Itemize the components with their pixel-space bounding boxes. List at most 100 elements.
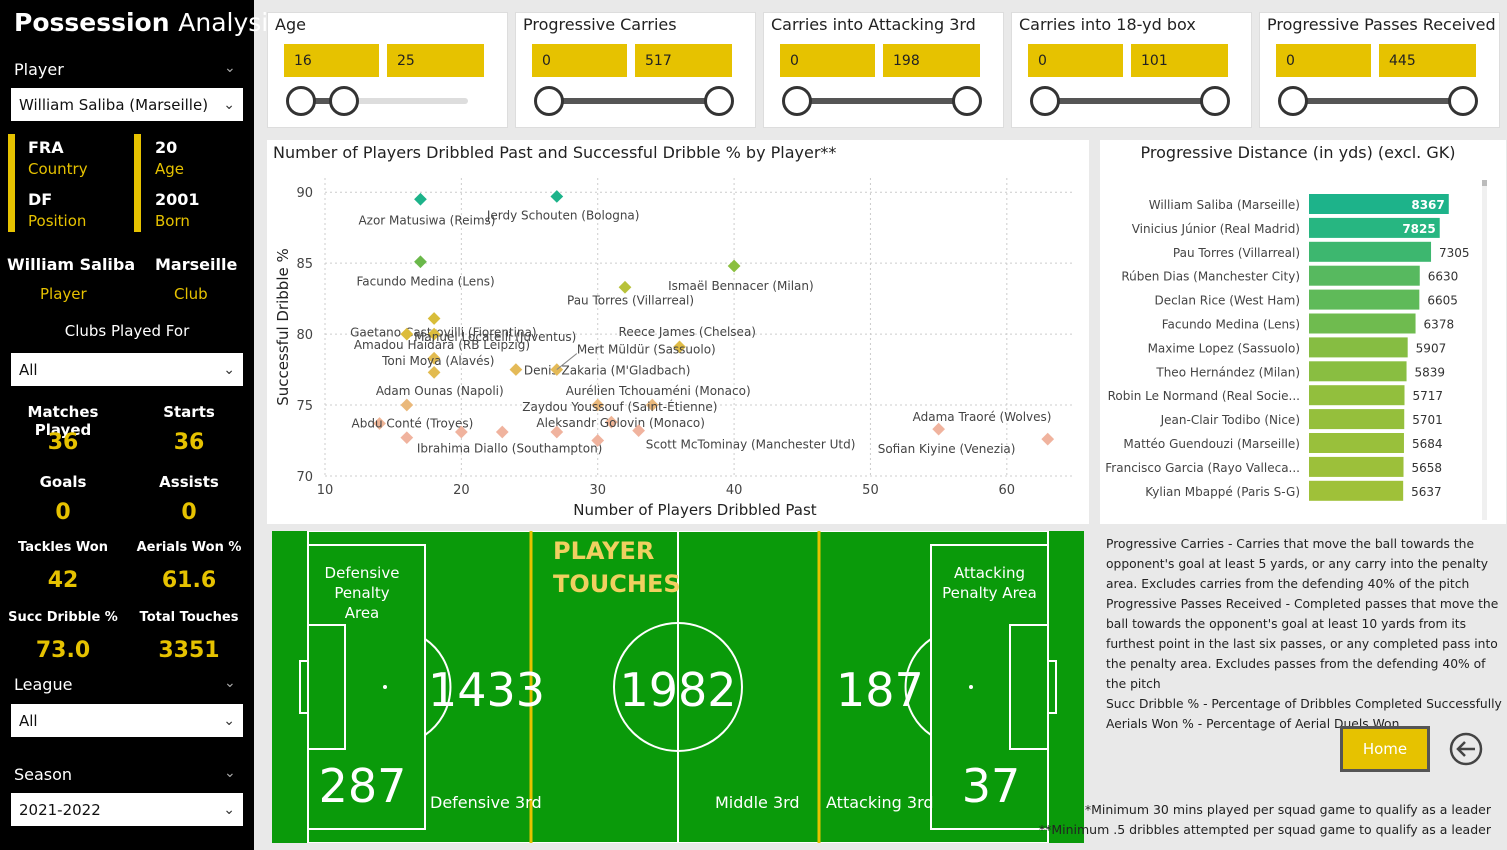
slicer-max-input[interactable]: 445 <box>1379 44 1476 77</box>
home-button[interactable]: Home <box>1340 726 1430 772</box>
chevron-down-icon: ⌄ <box>223 96 235 113</box>
slicer-min-input[interactable]: 0 <box>1028 44 1123 77</box>
bar <box>1309 456 1404 477</box>
x-tick-label: 30 <box>589 483 606 498</box>
slicer-max-handle[interactable] <box>1448 86 1478 116</box>
slicer-min-input[interactable]: 0 <box>780 44 875 77</box>
bar <box>1309 265 1420 286</box>
slicer-min-handle[interactable] <box>286 86 316 116</box>
scatter-point <box>454 425 468 439</box>
scatter-title: Number of Players Dribbled Past and Succ… <box>273 143 837 162</box>
bar-value-label: 5658 <box>1412 461 1443 475</box>
chevron-down-icon: ⌄ <box>223 801 235 818</box>
season-dropdown[interactable]: 2021-2022 ⌄ <box>11 793 243 826</box>
slicer-max-input[interactable]: 198 <box>883 44 980 77</box>
scatter-point <box>932 422 946 436</box>
total-touches-label: Total Touches <box>139 610 239 625</box>
bar-value-label: 8367 <box>1411 198 1444 212</box>
bar-value-label: 6605 <box>1427 294 1458 308</box>
x-tick-label: 50 <box>862 483 879 498</box>
point-label: Manuel Locatelli (Juventus) <box>414 330 576 344</box>
matches-played-value: 36 <box>47 430 79 455</box>
league-dropdown[interactable]: All ⌄ <box>11 704 243 737</box>
slicer-min-handle[interactable] <box>782 86 812 116</box>
x-axis-title: Number of Players Dribbled Past <box>573 501 817 519</box>
slicer-max-input[interactable]: 25 <box>387 44 484 77</box>
scatter-point <box>495 425 509 439</box>
bar-panel: Progressive Distance (in yds) (excl. GK)… <box>1100 140 1506 524</box>
clubs-played-dropdown[interactable]: All ⌄ <box>11 353 243 386</box>
bar-value-label: 5684 <box>1412 437 1443 451</box>
slicer-max-input[interactable]: 517 <box>635 44 732 77</box>
bar-category-label: Francisco Garcia (Rayo Valleca... <box>1105 461 1300 475</box>
back-arrow-icon[interactable] <box>1449 732 1483 766</box>
slicer-max-handle[interactable] <box>952 86 982 116</box>
aerials-won-value: 61.6 <box>161 568 217 593</box>
bar <box>1309 241 1432 262</box>
slicer-min-handle[interactable] <box>534 86 564 116</box>
bar-category-label: Facundo Medina (Lens) <box>1162 318 1300 332</box>
slicer-track-fill <box>1290 98 1460 104</box>
range-slicer: Carries into 18-yd box 0 101 <box>1011 12 1252 128</box>
slicer-min-input[interactable]: 16 <box>284 44 379 77</box>
born-label: Born <box>155 212 190 230</box>
position-value: DF <box>28 190 53 209</box>
slicer-min-handle[interactable] <box>1030 86 1060 116</box>
scrollbar-thumb <box>1482 180 1487 186</box>
bar-category-label: Theo Hernández (Milan) <box>1155 365 1300 379</box>
starts-label: Starts <box>163 403 215 421</box>
point-label: Mert Müldür (Sassuolo) <box>577 343 716 357</box>
bar-value-label: 5637 <box>1411 485 1442 499</box>
slicer-max-handle[interactable] <box>1200 86 1230 116</box>
y-tick-label: 85 <box>296 257 313 272</box>
definitions-notes: Progressive Carries - Carries that move … <box>1106 534 1502 734</box>
slicer-min-input[interactable]: 0 <box>1276 44 1371 77</box>
point-label: Gaetano Castrovilli (Fiorentina) <box>350 325 537 339</box>
bar <box>1309 313 1416 334</box>
footnote-1: *Minimum 30 mins played per squad game t… <box>1084 802 1491 817</box>
succ-dribble-label: Succ Dribble % <box>8 610 118 625</box>
point-label: Abdu Conté (Troyes) <box>352 416 474 430</box>
slicer-max-input[interactable]: 101 <box>1131 44 1228 77</box>
note-progressive-carries: Progressive Carries - Carries that move … <box>1106 537 1489 591</box>
def-pen-label: Defensive Penalty Area <box>324 564 400 622</box>
point-label: Sofian Kiyine (Venezia) <box>878 442 1016 456</box>
slicer-max-handle[interactable] <box>328 86 359 116</box>
bar-category-label: Vinicius Júnior (Real Madrid) <box>1132 222 1300 236</box>
def-third-value: 1433 <box>428 663 546 717</box>
slicer-track[interactable] <box>298 98 468 104</box>
bar-category-label: Jean-Clair Todibo (Nice) <box>1160 413 1300 427</box>
point-label: Denis Zakaria (M'Gladbach) <box>524 364 691 378</box>
chevron-down-icon[interactable]: ⌄ <box>224 675 236 691</box>
bar-category-label: Mattéo Guendouzi (Marseille) <box>1123 437 1300 451</box>
bar <box>1309 480 1404 501</box>
starts-value: 36 <box>173 430 205 455</box>
player-dropdown[interactable]: William Saliba (Marseille) ⌄ <box>11 88 243 121</box>
slicer-max-handle[interactable] <box>704 86 734 116</box>
assists-label: Assists <box>159 473 219 491</box>
bar <box>1309 194 1449 214</box>
y-tick-label: 75 <box>296 399 313 414</box>
att-third-label: Attacking 3rd <box>826 793 934 812</box>
bar-value-label: 5717 <box>1413 389 1444 403</box>
scatter-point <box>400 398 414 412</box>
page-title: Possession Analysis <box>14 8 281 37</box>
slicer-min-input[interactable]: 0 <box>532 44 627 77</box>
total-touches-value: 3351 <box>158 638 220 663</box>
chevron-down-icon[interactable]: ⌄ <box>224 60 236 76</box>
range-slicer: Progressive Carries 0 517 <box>515 12 756 128</box>
age-label: Age <box>155 160 185 178</box>
pitch-title: PLAYER TOUCHES <box>553 537 681 598</box>
point-label: Amadou Haidara (RB Leipzig) <box>354 338 530 352</box>
chevron-down-icon: ⌄ <box>223 712 235 729</box>
bio-accent-bar <box>8 134 15 232</box>
chevron-down-icon[interactable]: ⌄ <box>224 765 236 781</box>
slicer-min-handle[interactable] <box>1278 86 1308 116</box>
x-tick-label: 40 <box>726 483 743 498</box>
country-value: FRA <box>28 138 64 157</box>
club-caption: Club <box>174 285 208 303</box>
slicer-title: Age <box>275 15 306 34</box>
league-label: League <box>14 675 73 694</box>
mid-third-label: Middle 3rd <box>715 793 800 812</box>
assists-value: 0 <box>181 500 197 525</box>
